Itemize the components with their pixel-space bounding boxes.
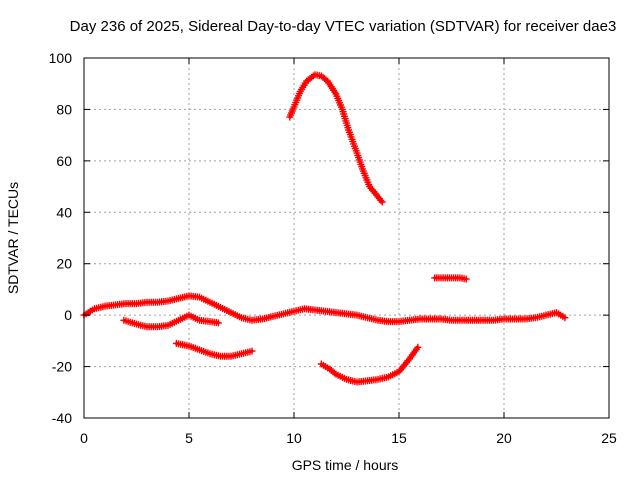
data-point [248,347,256,355]
grid [84,58,609,418]
y-tick-label: 100 [49,50,73,66]
x-tick-label: 10 [286,430,302,446]
series-track-5 [317,343,422,386]
y-tick-label: 20 [56,256,72,272]
data-point [462,275,470,283]
data-marks [80,71,569,386]
x-tick-label: 15 [391,430,407,446]
data-point [561,314,569,322]
y-tick-label: -20 [52,359,72,375]
x-axis-label: GPS time / hours [292,457,399,473]
series-track-2 [120,311,222,331]
x-tick-label: 5 [185,430,193,446]
x-tick-label: 0 [80,430,88,446]
series-track-3 [172,339,256,360]
x-tick-label: 20 [496,430,512,446]
y-tick-label: -40 [52,410,72,426]
data-point [414,343,422,351]
y-tick-label: 0 [64,307,72,323]
y-tick-label: 60 [56,153,72,169]
y-tick-label: 40 [56,204,72,220]
chart-title: Day 236 of 2025, Sidereal Day-to-day VTE… [70,18,617,35]
y-axis-label: SDTVAR / TECUs [5,182,21,294]
x-tick-label: 25 [601,430,617,446]
axis-ticks: 0 5 10 15 20 25 -40 -20 0 20 40 60 80 100 [49,50,617,446]
series-track-1 [80,292,569,326]
series-track-6 [431,274,470,283]
data-point [378,198,386,206]
series-track-4 [286,71,386,206]
y-tick-label: 80 [56,101,72,117]
plot-frame [83,57,610,419]
data-point [214,319,222,327]
data-point [330,369,338,377]
